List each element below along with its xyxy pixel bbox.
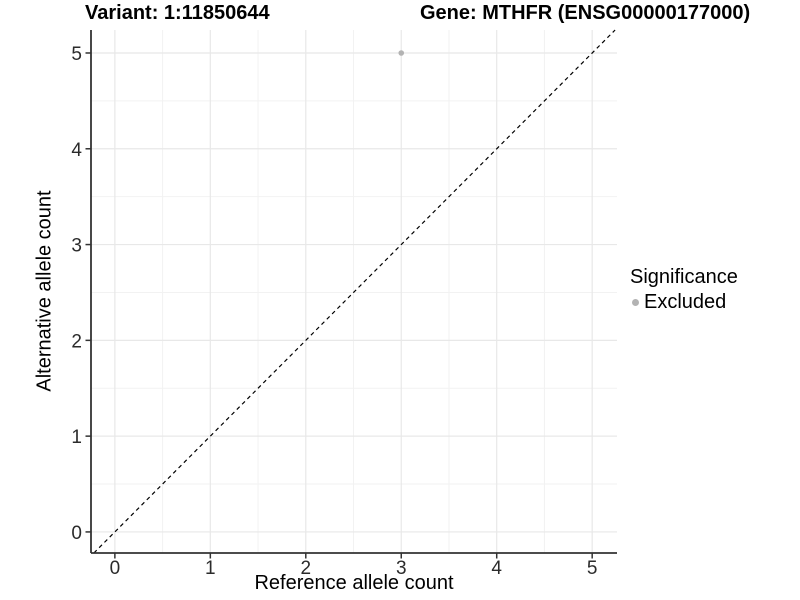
y-tick-label: 4 — [71, 140, 82, 161]
y-tick-label: 5 — [71, 44, 82, 65]
legend-item-excluded: Excluded — [630, 291, 738, 314]
y-tick-label: 1 — [71, 427, 82, 448]
x-tick-label: 4 — [491, 558, 502, 579]
legend-item-label: Excluded — [644, 291, 727, 313]
plot-title-variant: Variant: 1:11850644 — [85, 2, 270, 24]
legend-title: Significance — [630, 266, 738, 288]
y-tick-label: 0 — [71, 523, 82, 544]
y-axis-title: Alternative allele count — [33, 190, 56, 392]
y-tick-label: 2 — [71, 331, 82, 352]
data-point — [398, 50, 405, 56]
x-tick-label: 1 — [205, 558, 216, 579]
x-tick-label: 3 — [396, 558, 407, 579]
x-tick-label: 2 — [301, 558, 312, 579]
plot-title-gene: Gene: MTHFR (ENSG00000177000) — [420, 2, 751, 24]
excluded-marker-icon — [632, 299, 639, 306]
legend: Significance Excluded — [630, 266, 738, 314]
x-tick-label: 5 — [587, 558, 598, 579]
identity-reference-line — [93, 29, 616, 554]
y-tick-label: 3 — [71, 236, 82, 257]
x-tick-label: 0 — [110, 558, 121, 579]
x-axis-title: Reference allele count — [254, 572, 454, 594]
